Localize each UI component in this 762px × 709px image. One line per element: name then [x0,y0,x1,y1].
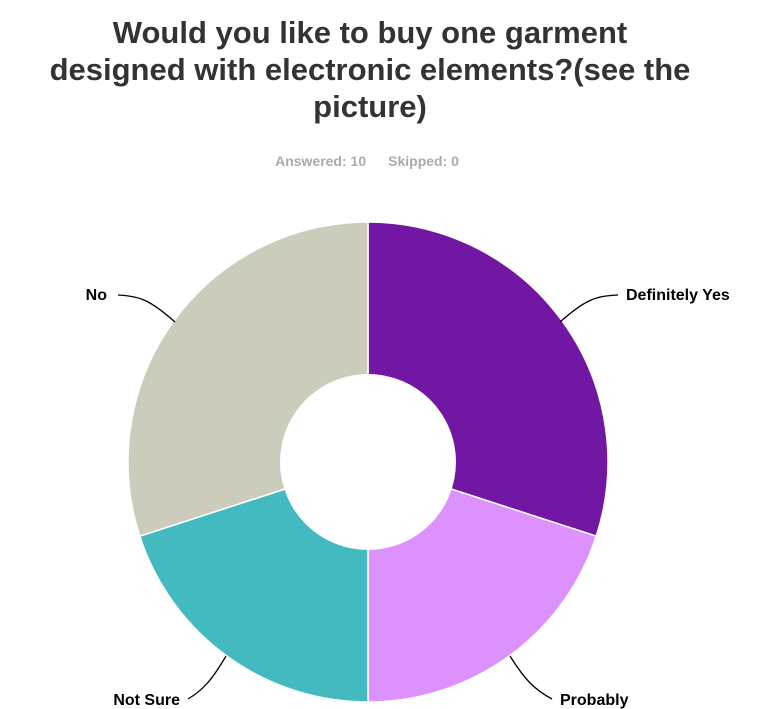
slice-label-no: No [86,287,108,304]
response-summary: Answered: 10 Skipped: 0 [0,153,734,169]
chart-title: Would you like to buy one garment design… [0,14,740,125]
leader-line-not-sure [187,655,227,700]
slice-labels: Definitely Yes Probably Not Sure No [86,287,730,709]
slice-label-probably: Probably [560,692,629,709]
skipped-count: Skipped: 0 [388,153,459,169]
leader-line-probably [509,655,553,700]
leader-line-definitely-yes [559,294,619,323]
slice-label-not-sure: Not Sure [113,692,180,709]
chart-title-line-3: picture) [313,89,427,124]
donut-hole [280,374,456,550]
chart-title-line-2: designed with electronic elements?(see t… [49,52,691,87]
chart-title-line-1: Would you like to buy one garment [112,15,628,50]
slice-label-definitely-yes: Definitely Yes [626,287,730,304]
leader-line-no [117,294,176,323]
answered-count: Answered: 10 [275,153,367,169]
